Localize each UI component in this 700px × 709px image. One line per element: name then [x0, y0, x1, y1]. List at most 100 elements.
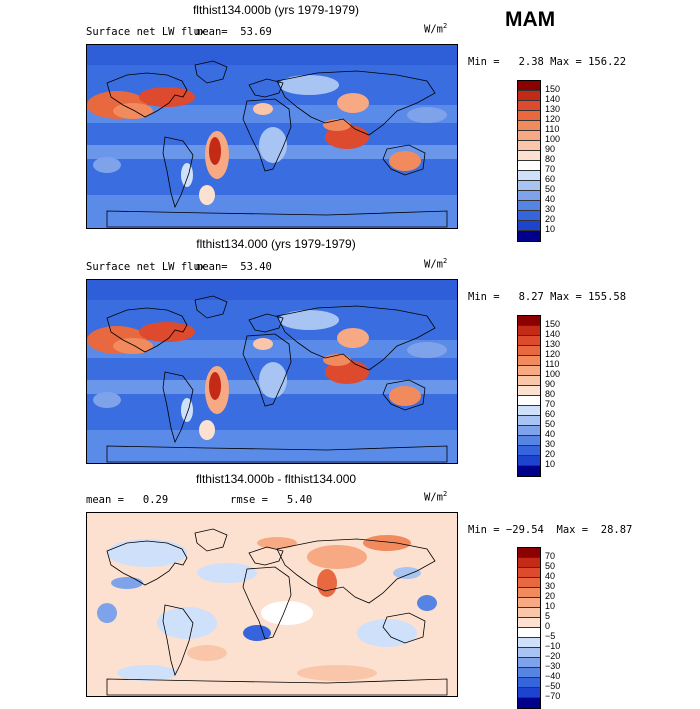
colorbar-swatch — [518, 396, 540, 406]
colorbar-tick-label: 130 — [545, 339, 561, 349]
colorbar-swatch — [518, 568, 540, 578]
panel-1-title: flthist134.000b (yrs 1979-1979) — [192, 3, 360, 17]
colorbar-swatch — [518, 648, 540, 658]
colorbar-swatch — [518, 141, 540, 151]
colorbar-swatch — [518, 191, 540, 201]
colorbar-tick-label: 10 — [545, 601, 556, 611]
colorbar-tick-label: −40 — [545, 671, 561, 681]
colorbar-swatch — [518, 181, 540, 191]
colorbar-swatch — [518, 366, 540, 376]
panel-2-variable: Surface net LW flux — [86, 261, 207, 273]
panel-1-map — [86, 44, 458, 229]
panel-2-minmax: Min = 8.27 Max = 155.58 — [468, 291, 627, 303]
colorbar-swatch — [518, 426, 540, 436]
colorbar-tick-label: 150 — [545, 319, 561, 329]
colorbar-tick-label: 120 — [545, 349, 561, 359]
panel-1-colorbar — [517, 80, 541, 242]
colorbar-tick-label: 10 — [545, 459, 556, 469]
colorbar-tick-label: 50 — [545, 184, 556, 194]
colorbar-tick-label: −70 — [545, 691, 561, 701]
colorbar-swatch — [518, 548, 540, 558]
colorbar-swatch — [518, 628, 540, 638]
colorbar-tick-label: 80 — [545, 154, 556, 164]
panel-3-units: W/m2 — [424, 490, 448, 504]
colorbar-tick-label: 40 — [545, 429, 556, 439]
colorbar-swatch — [518, 578, 540, 588]
panel-1-units: W/m2 — [424, 22, 448, 36]
colorbar-tick-label: 20 — [545, 449, 556, 459]
colorbar-tick-label: 150 — [545, 84, 561, 94]
colorbar-tick-label: 30 — [545, 204, 556, 214]
colorbar-tick-label: 80 — [545, 389, 556, 399]
panel-2-mean: mean= 53.40 — [196, 261, 272, 273]
season-label: MAM — [505, 8, 556, 31]
colorbar-tick-label: 140 — [545, 94, 561, 104]
colorbar-swatch — [518, 211, 540, 221]
colorbar-tick-label: 0 — [545, 621, 551, 631]
colorbar-swatch — [518, 121, 540, 131]
panel-2-title: flthist134.000 (yrs 1979-1979) — [196, 237, 356, 251]
colorbar-swatch — [518, 678, 540, 688]
colorbar-tick-label: 50 — [545, 419, 556, 429]
colorbar-swatch — [518, 406, 540, 416]
colorbar-swatch — [518, 91, 540, 101]
colorbar-swatch — [518, 346, 540, 356]
colorbar-swatch — [518, 131, 540, 141]
panel-2-units: W/m2 — [424, 257, 448, 271]
colorbar-swatch — [518, 316, 540, 326]
colorbar-swatch — [518, 436, 540, 446]
colorbar-swatch — [518, 386, 540, 396]
colorbar-swatch — [518, 638, 540, 648]
colorbar-tick-label: 50 — [545, 561, 556, 571]
colorbar-tick-label: 30 — [545, 581, 556, 591]
colorbar-swatch — [518, 668, 540, 678]
colorbar-swatch — [518, 608, 540, 618]
colorbar-tick-label: 90 — [545, 144, 556, 154]
colorbar-swatch — [518, 81, 540, 91]
colorbar-swatch — [518, 466, 540, 476]
colorbar-tick-label: 130 — [545, 104, 561, 114]
colorbar-tick-label: 20 — [545, 214, 556, 224]
colorbar-tick-label: −5 — [545, 631, 556, 641]
colorbar-tick-label: −20 — [545, 651, 561, 661]
panel-3-map — [86, 512, 458, 697]
colorbar-swatch — [518, 161, 540, 171]
colorbar-tick-label: 120 — [545, 114, 561, 124]
colorbar-tick-label: 70 — [545, 399, 556, 409]
colorbar-swatch — [518, 598, 540, 608]
colorbar-swatch — [518, 231, 540, 241]
colorbar-tick-label: 100 — [545, 134, 561, 144]
colorbar-tick-label: 140 — [545, 329, 561, 339]
colorbar-swatch — [518, 446, 540, 456]
panel-3-rmse: rmse = 5.40 — [230, 494, 313, 506]
panel-1-variable: Surface net LW flux — [86, 26, 207, 38]
colorbar-tick-label: −10 — [545, 641, 561, 651]
colorbar-tick-label: −30 — [545, 661, 561, 671]
colorbar-swatch — [518, 376, 540, 386]
colorbar-tick-label: 70 — [545, 551, 556, 561]
colorbar-tick-label: 40 — [545, 571, 556, 581]
colorbar-tick-label: −50 — [545, 681, 561, 691]
colorbar-swatch — [518, 658, 540, 668]
colorbar-tick-label: 70 — [545, 164, 556, 174]
panel-3-title: flthist134.000b - flthist134.000 — [195, 472, 357, 486]
colorbar-tick-label: 110 — [545, 124, 560, 134]
colorbar-tick-label: 30 — [545, 439, 556, 449]
colorbar-tick-label: 5 — [545, 611, 551, 621]
panel-2-colorbar — [517, 315, 541, 477]
colorbar-swatch — [518, 456, 540, 466]
panel-1-minmax: Min = 2.38 Max = 156.22 — [468, 56, 627, 68]
colorbar-swatch — [518, 588, 540, 598]
colorbar-tick-label: 60 — [545, 409, 556, 419]
colorbar-swatch — [518, 326, 540, 336]
colorbar-swatch — [518, 101, 540, 111]
panel-1-mean: mean= 53.69 — [196, 26, 272, 38]
panel-3-mean: mean = 0.29 — [86, 494, 169, 506]
panel-3-colorbar — [517, 547, 541, 709]
colorbar-tick-label: 20 — [545, 591, 556, 601]
colorbar-swatch — [518, 558, 540, 568]
colorbar-swatch — [518, 171, 540, 181]
panel-3-minmax: Min = −29.54 Max = 28.87 — [468, 524, 633, 536]
colorbar-swatch — [518, 221, 540, 231]
colorbar-swatch — [518, 201, 540, 211]
